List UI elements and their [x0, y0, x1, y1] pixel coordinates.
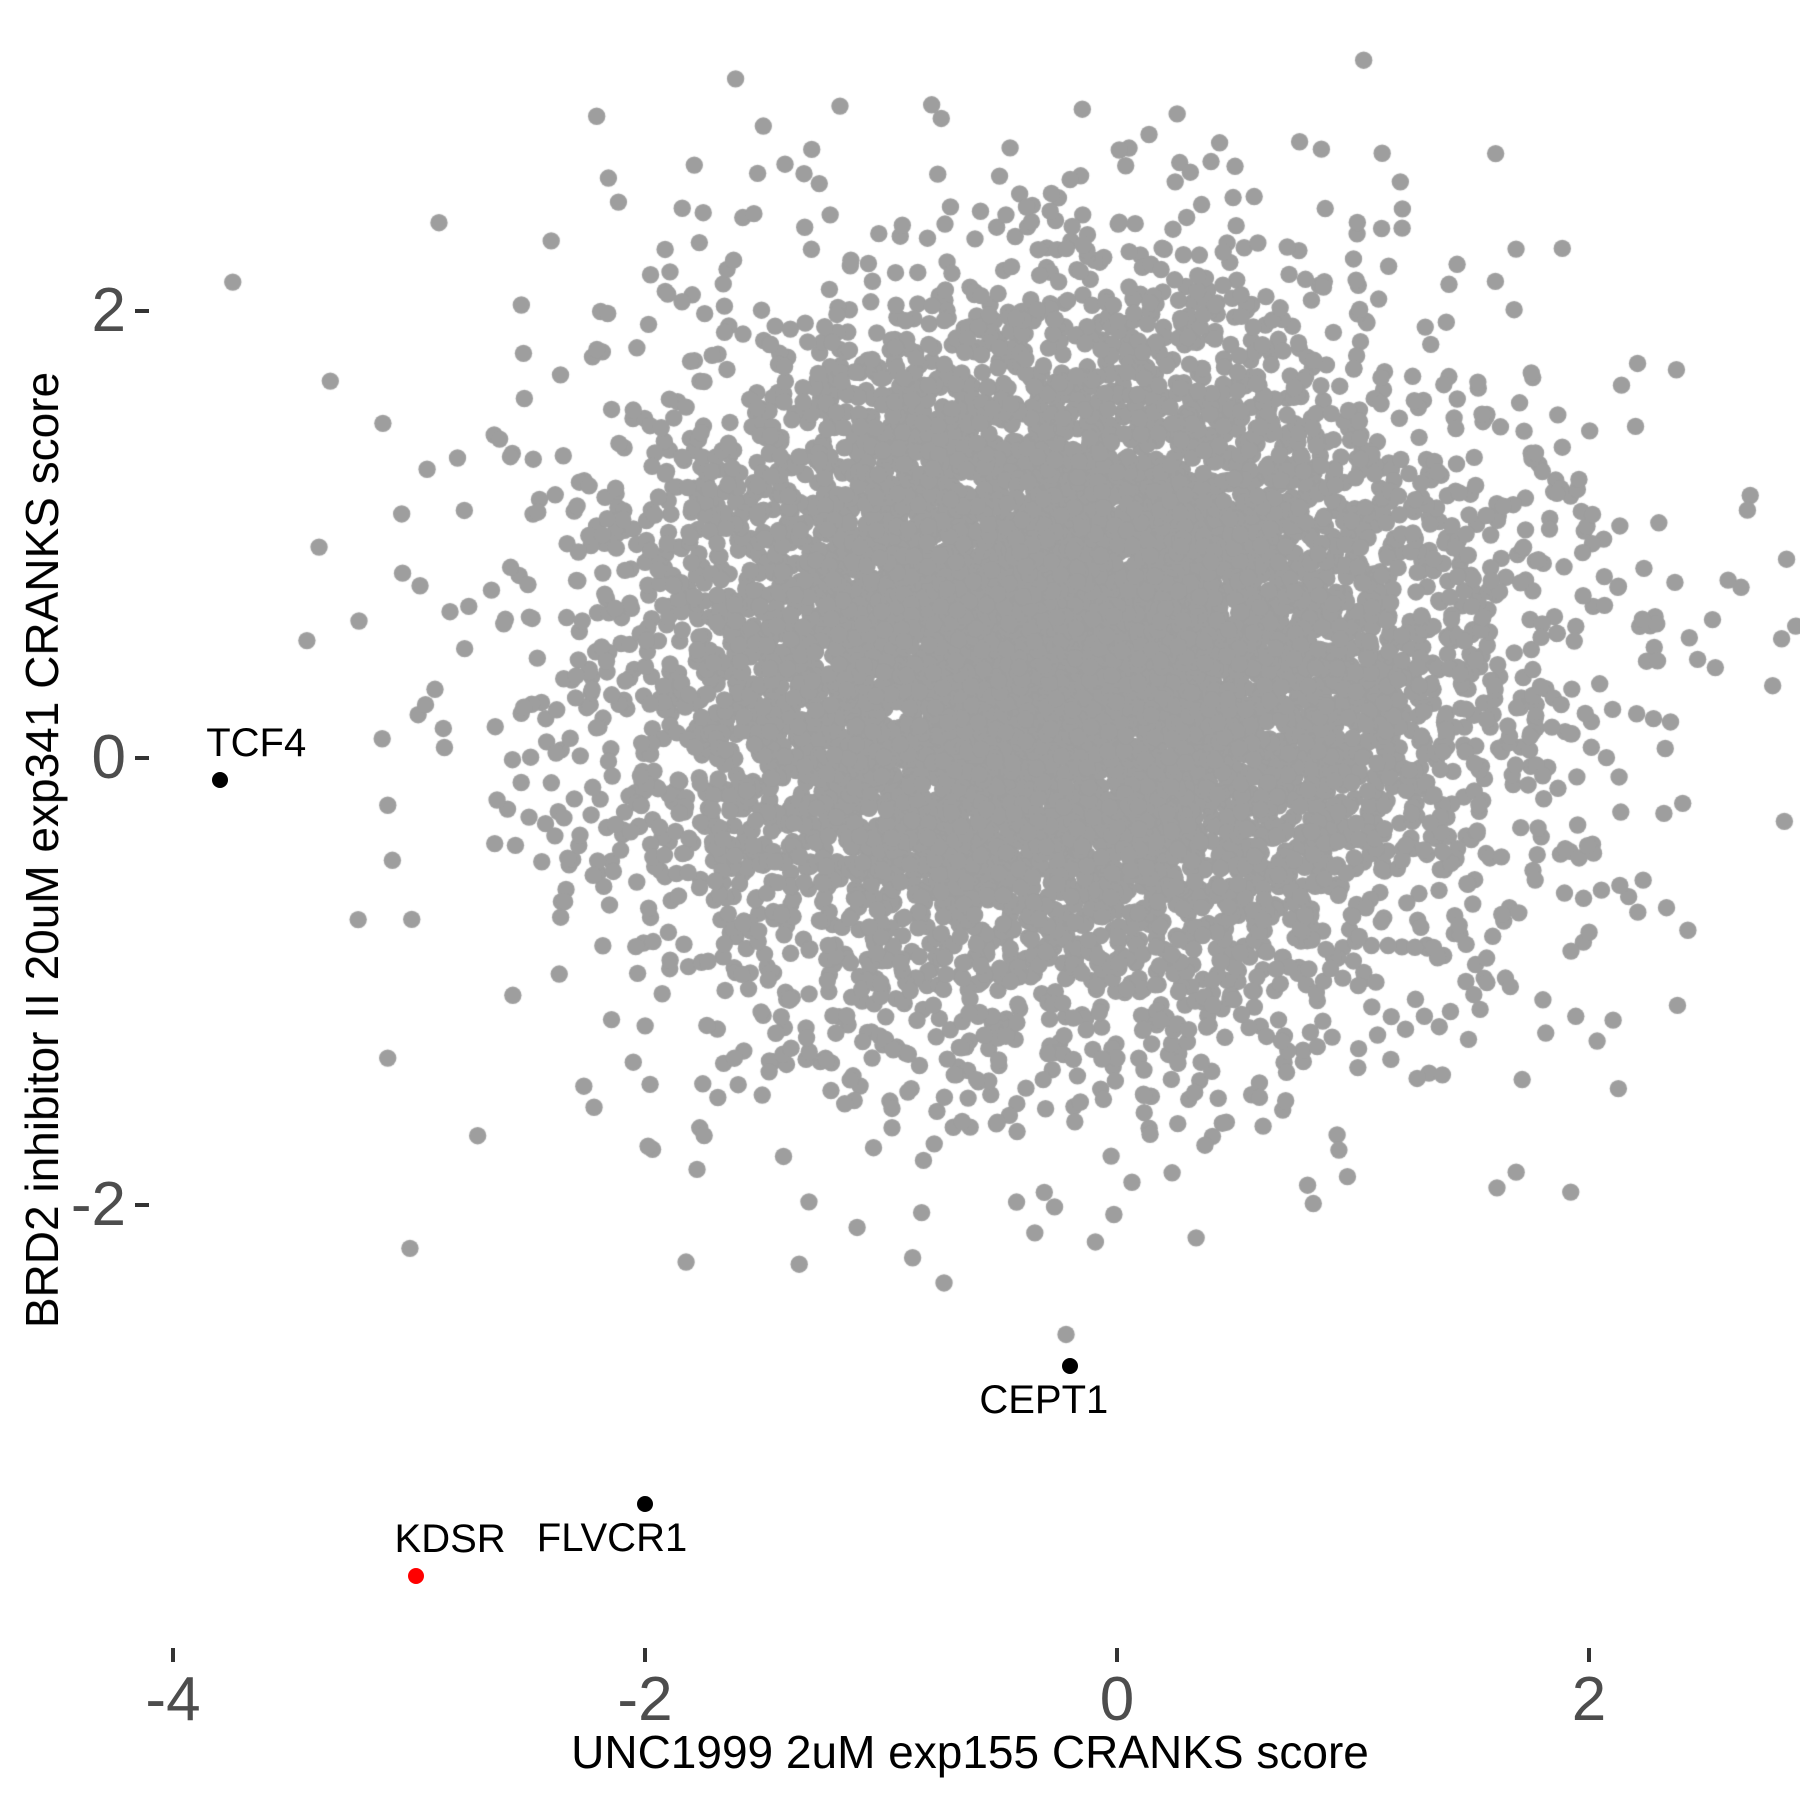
- x-tick-label: -2: [617, 1665, 673, 1734]
- y-tick-mark: [135, 1203, 149, 1207]
- x-tick-label: 0: [1099, 1665, 1135, 1734]
- x-tick-mark: [643, 1648, 647, 1662]
- gene-label-tcf4: TCF4: [206, 721, 307, 766]
- y-tick-label: -2: [70, 1170, 126, 1239]
- y-tick-label: 2: [91, 276, 126, 345]
- gene-label-kdsr: KDSR: [394, 1517, 506, 1561]
- gene-label-cept1: CEPT1: [979, 1377, 1109, 1422]
- gene-label-flvcr1: FLVCR1: [536, 1516, 688, 1561]
- y-tick-label: 0: [91, 723, 126, 792]
- gene-point-tcf4: [212, 772, 229, 789]
- x-tick-mark: [1115, 1648, 1119, 1662]
- x-tick-mark: [171, 1648, 175, 1662]
- x-axis-title: UNC1999 2uM exp155 CRANKS score: [571, 1726, 1369, 1778]
- y-tick-mark: [135, 309, 149, 313]
- x-tick-label: 2: [1571, 1665, 1607, 1734]
- gene-point-flvcr1: [637, 1496, 653, 1513]
- y-axis-title: BRD2 inhibitor II 20uM exp341 CRANKS sco…: [16, 371, 68, 1329]
- gene-point-cept1: [1061, 1357, 1078, 1374]
- y-tick-mark: [135, 756, 149, 760]
- x-tick-mark: [1587, 1648, 1591, 1662]
- gene-point-kdsr: [408, 1568, 425, 1584]
- x-tick-label: -4: [145, 1665, 201, 1734]
